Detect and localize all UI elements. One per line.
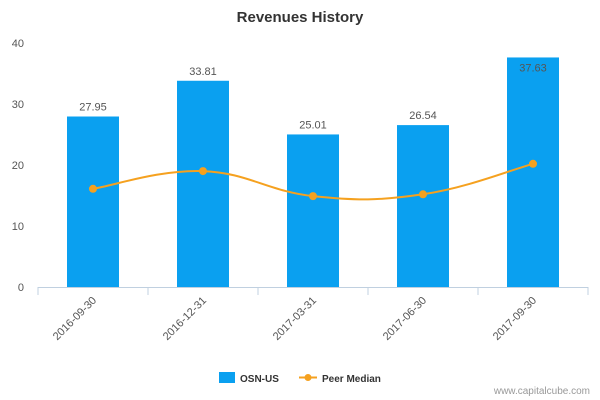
- line-point[interactable]: [309, 192, 317, 201]
- bar-data-label: 33.81: [189, 66, 217, 78]
- x-tick-label: 2016-09-30: [51, 295, 99, 343]
- x-tick-label: 2017-06-30: [381, 295, 429, 343]
- y-tick-label: 20: [12, 160, 24, 172]
- legend-label-bar[interactable]: OSN-US: [240, 374, 279, 385]
- line-series: [89, 159, 537, 201]
- bar-data-label: 26.54: [409, 110, 437, 122]
- y-tick-label: 0: [18, 282, 24, 294]
- x-tick-label: 2017-03-31: [271, 295, 319, 343]
- bar[interactable]: [287, 134, 339, 287]
- bar-data-label: 37.63: [519, 62, 547, 74]
- legend-label-line[interactable]: Peer Median: [322, 374, 381, 385]
- legend-marker-line[interactable]: [304, 374, 312, 381]
- legend-swatch-bar[interactable]: [219, 372, 235, 383]
- chart-title: Revenues History: [237, 9, 364, 26]
- bar[interactable]: [397, 125, 449, 287]
- bar-series: 27.95 33.81 25.01 26.54 37.63: [67, 57, 559, 287]
- legend[interactable]: OSN-US Peer Median: [219, 372, 381, 385]
- line-point[interactable]: [199, 167, 207, 176]
- x-tick-label: 2017-09-30: [491, 295, 539, 343]
- watermark-text: www.capitalcube.com: [493, 386, 590, 397]
- y-tick-label: 10: [12, 221, 24, 233]
- y-tick-label: 30: [12, 99, 24, 111]
- x-axis: 2016-09-30 2016-12-31 2017-03-31 2017-06-30…: [37, 287, 589, 343]
- y-axis: 0 10 20 30 40: [12, 38, 24, 294]
- y-tick-label: 40: [12, 38, 24, 50]
- line-point[interactable]: [529, 159, 537, 168]
- bar[interactable]: [67, 116, 119, 287]
- bar-data-label: 27.95: [79, 102, 107, 114]
- bar-data-label: 25.01: [299, 119, 327, 131]
- x-tick-label: 2016-12-31: [161, 295, 209, 343]
- bar[interactable]: [177, 80, 229, 287]
- line-point[interactable]: [419, 190, 427, 199]
- bar[interactable]: [507, 57, 559, 287]
- line-point[interactable]: [89, 184, 97, 193]
